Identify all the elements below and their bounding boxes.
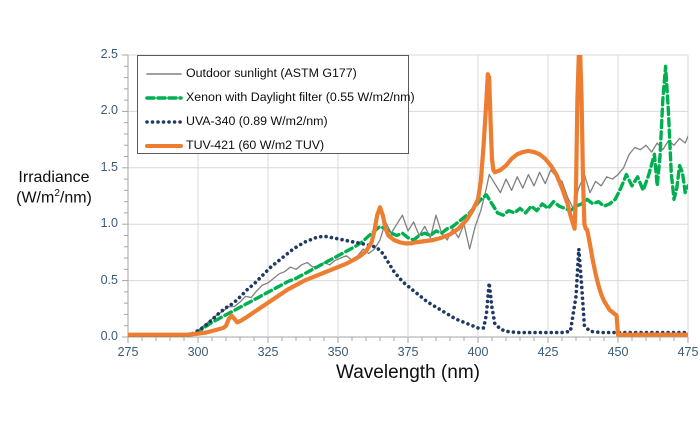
legend-label-sunlight: Outdoor sunlight (ASTM G177) <box>186 66 357 80</box>
y-axis-title: Irradiance (W/m2/nm) <box>2 168 106 208</box>
series-sunlight <box>128 135 688 337</box>
legend-label-tuv421: TUV-421 (60 W/m2 TUV) <box>186 138 325 152</box>
line-solid-thick-icon <box>145 139 183 151</box>
legend-label-xenon: Xenon with Daylight filter (0.55 W/m2/nm… <box>186 90 415 104</box>
line-dashed-icon <box>145 91 183 103</box>
series-uva340 <box>128 234 688 337</box>
x-tick-label: 375 <box>397 345 419 359</box>
x-tick-label: 300 <box>187 345 209 359</box>
x-tick-label: 450 <box>607 345 629 359</box>
x-tick-label: 425 <box>537 345 559 359</box>
legend-item-tuv421[interactable]: TUV-421 (60 W/m2 TUV) <box>138 133 408 157</box>
y-axis-title-line1: Irradiance <box>18 169 90 186</box>
y-tick-label: 2.5 <box>100 47 118 61</box>
y-axis-title-line2: (W/m2/nm) <box>2 188 106 208</box>
x-tick-label: 475 <box>677 345 699 359</box>
legend-item-xenon[interactable]: Xenon with Daylight filter (0.55 W/m2/nm… <box>138 85 415 109</box>
y-tick-label: 0.0 <box>100 329 118 343</box>
legend-item-sunlight[interactable]: Outdoor sunlight (ASTM G177) <box>138 61 408 85</box>
legend-label-uva340: UVA-340 (0.89 W/m2/nm) <box>186 114 328 128</box>
line-solid-icon <box>145 67 183 79</box>
y-tick-label: 1.5 <box>100 159 118 174</box>
y-tick-label: 2.0 <box>100 103 118 118</box>
y-tick-label: 1.0 <box>100 216 118 231</box>
y-axis-title-unit-sup: 2 <box>54 188 60 199</box>
chart-legend: Outdoor sunlight (ASTM G177) Xenon with … <box>137 55 415 157</box>
x-tick-label: 325 <box>257 345 279 359</box>
y-axis-title-unit-post: /nm) <box>59 189 92 207</box>
line-dotted-icon <box>145 115 183 127</box>
x-tick-label: 350 <box>327 345 349 359</box>
x-tick-label: 275 <box>117 345 139 359</box>
y-axis-title-unit-pre: (W/m <box>16 189 55 207</box>
series-tuv421 <box>128 55 688 337</box>
legend-item-uva340[interactable]: UVA-340 (0.89 W/m2/nm) <box>138 109 408 133</box>
x-tick-label: 400 <box>467 345 489 359</box>
x-axis-title: Wavelength (nm) <box>336 362 480 383</box>
y-tick-label: 0.5 <box>100 272 118 287</box>
